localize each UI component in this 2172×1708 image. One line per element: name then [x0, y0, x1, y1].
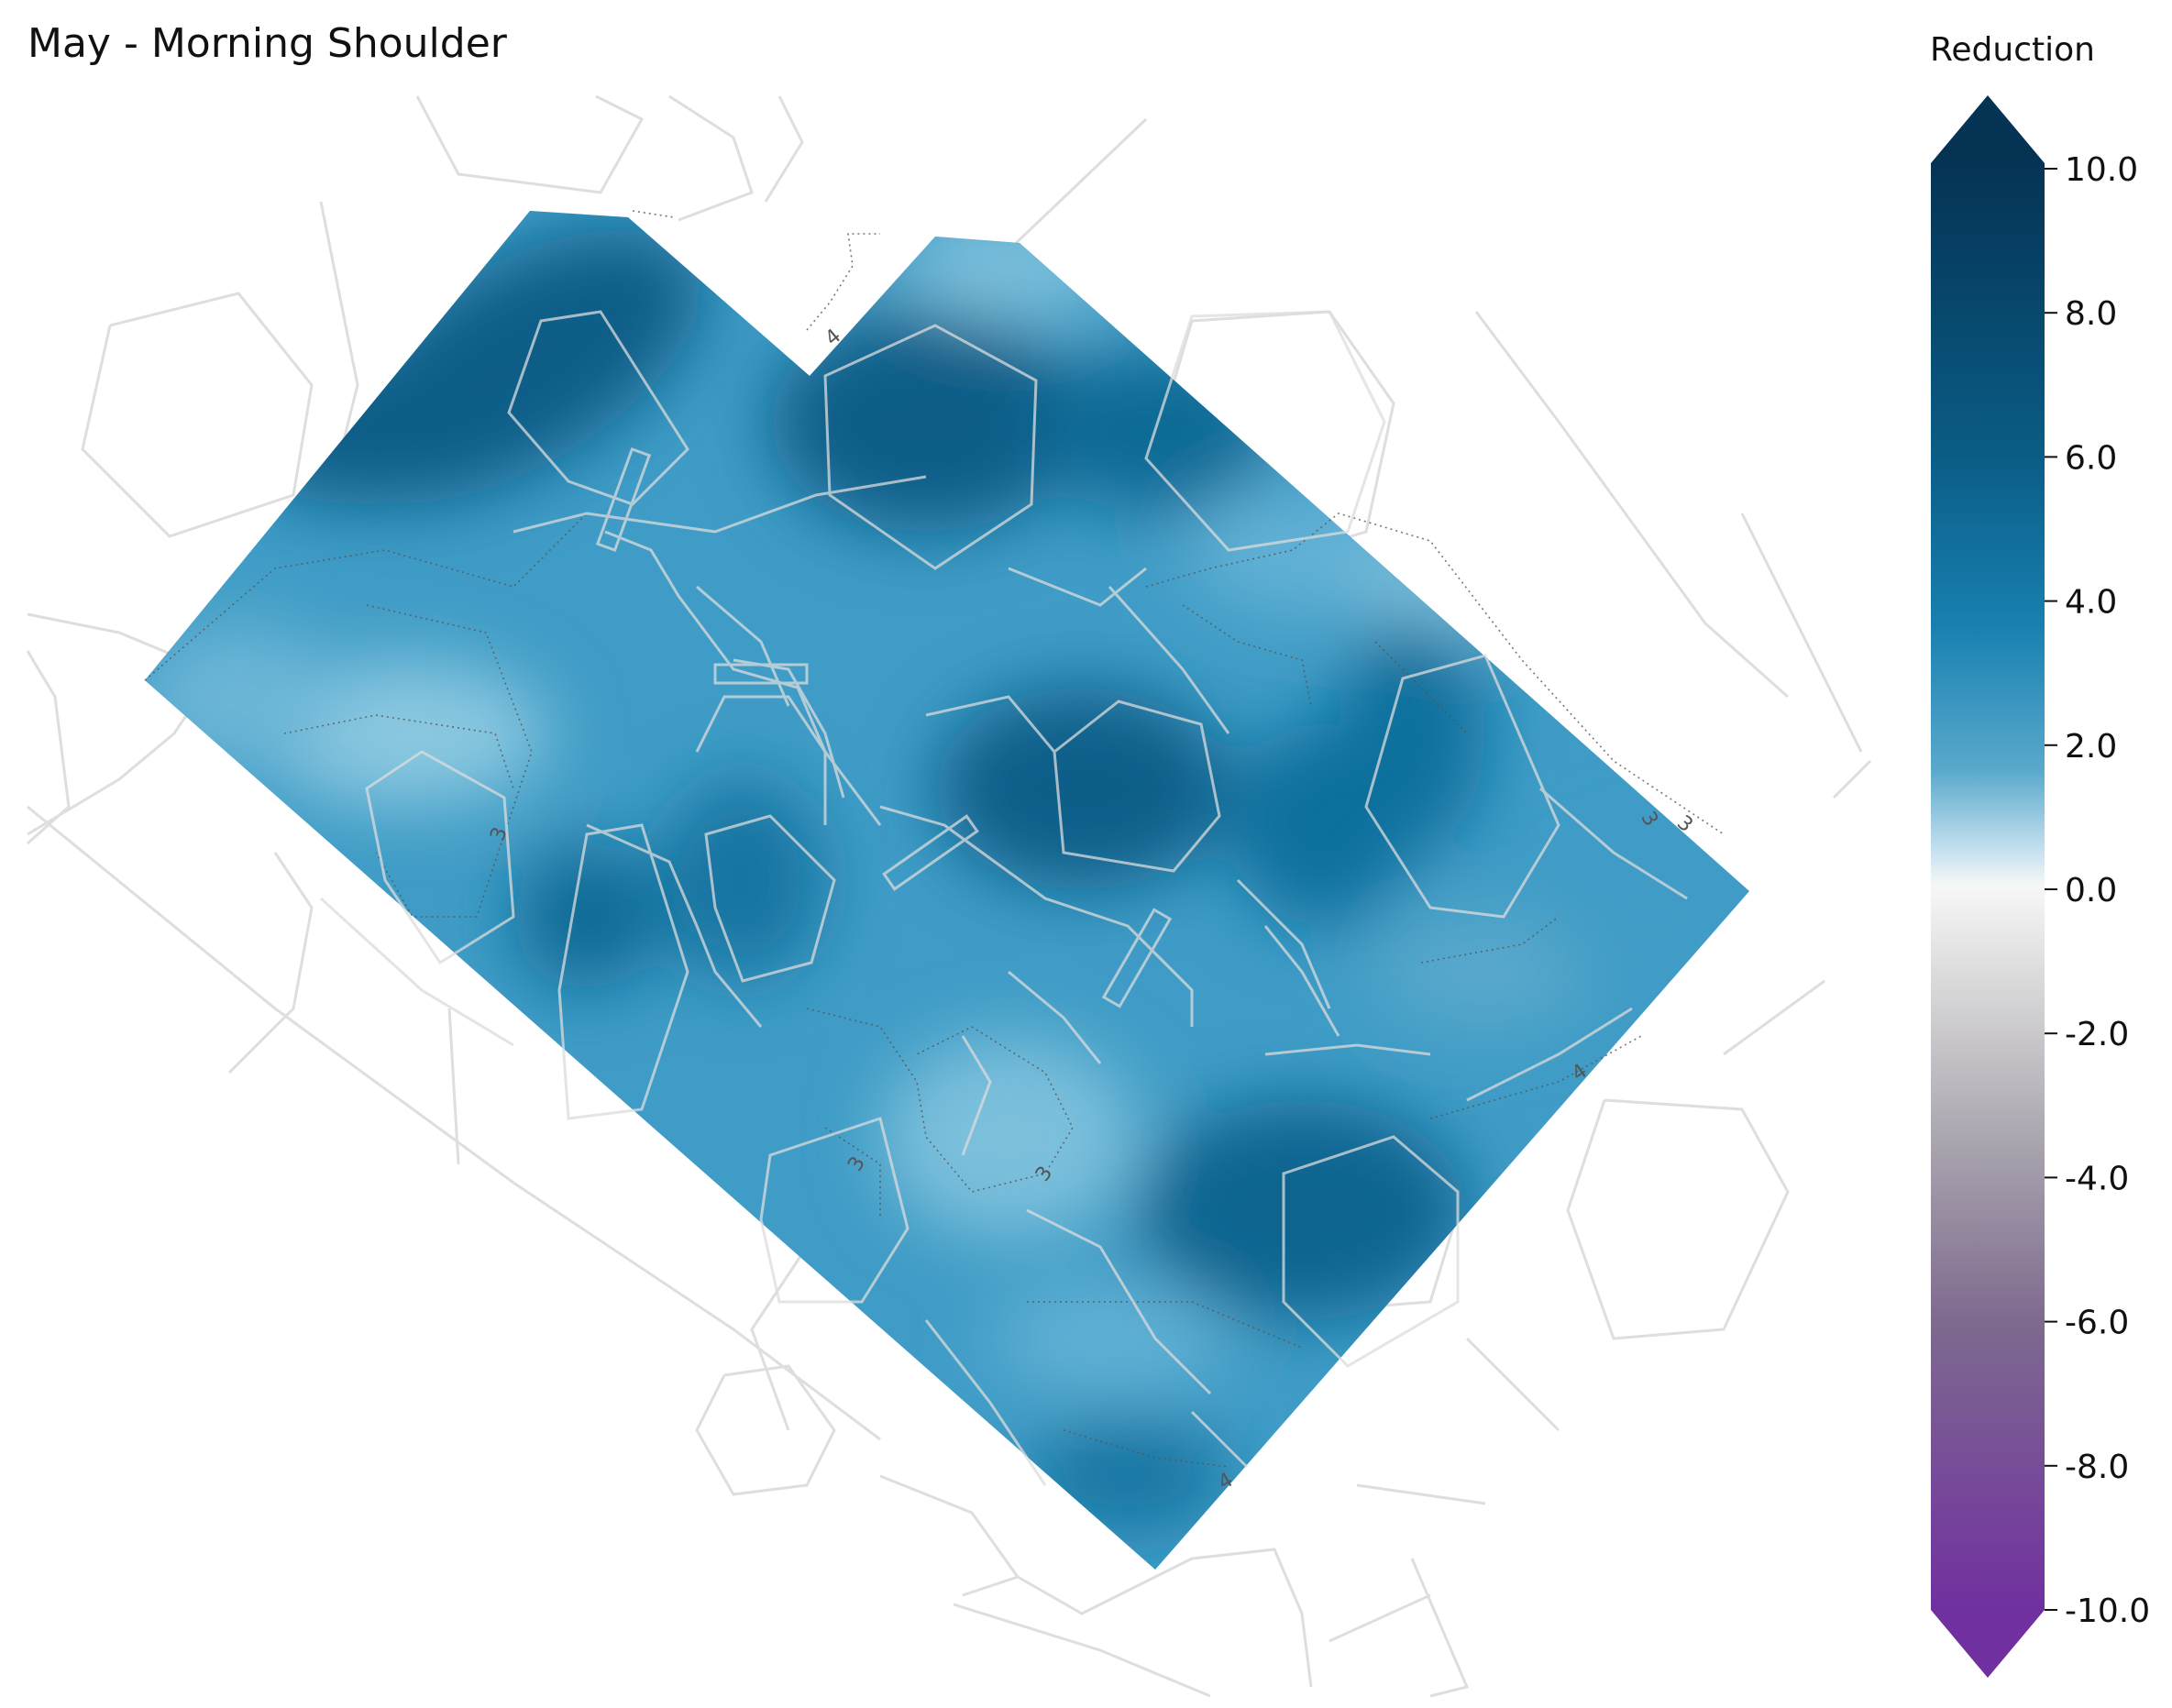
contour-lines [144, 210, 1725, 1468]
colorbar [1931, 95, 2045, 1678]
colorbar-tick-label: 0.0 [2065, 872, 2117, 909]
colorbar-body [1931, 163, 2045, 1610]
colorbar-max-extend [1931, 95, 2045, 163]
colorbar-tick-label: 8.0 [2065, 295, 2117, 333]
colorbar-min-extend [1931, 1610, 2045, 1678]
colorbar-tick-label: -2.0 [2065, 1016, 2129, 1053]
colorbar-tick-label: -4.0 [2065, 1160, 2129, 1197]
colorbar-tick-label: -10.0 [2065, 1592, 2150, 1630]
colorbar-tick-label: 10.0 [2065, 151, 2138, 189]
colorbar-tick-label: -6.0 [2065, 1305, 2129, 1342]
colorbar-ticks: 10.0 8.0 6.0 4.0 2.0 0.0 -2.0 -4.0 -6.0 -8.0 -10.0 [2045, 151, 2150, 1630]
colorbar-tick-label: 4.0 [2065, 584, 2117, 622]
chart-title: May - Morning Shoulder [28, 20, 507, 67]
colorbar-tick-label: -8.0 [2065, 1449, 2129, 1486]
colorbar-title: Reduction [1930, 31, 2095, 69]
colorbar-tick-label: 6.0 [2065, 439, 2117, 477]
building-outlines [319, 310, 1688, 1486]
colorbar-tick-label: 2.0 [2065, 728, 2117, 766]
